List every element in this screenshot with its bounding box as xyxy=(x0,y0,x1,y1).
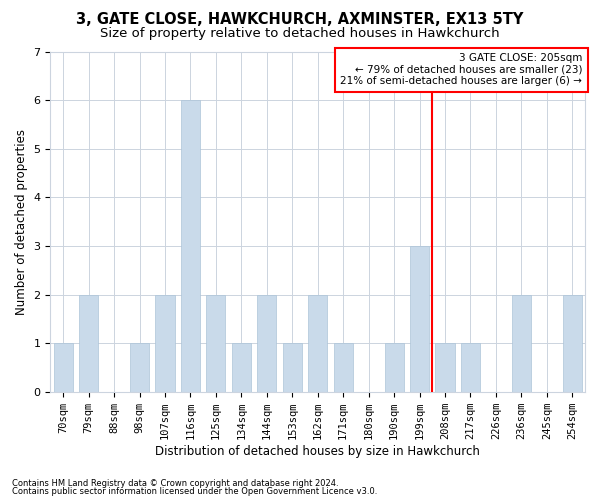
Text: Contains HM Land Registry data © Crown copyright and database right 2024.: Contains HM Land Registry data © Crown c… xyxy=(12,478,338,488)
Text: Contains public sector information licensed under the Open Government Licence v3: Contains public sector information licen… xyxy=(12,487,377,496)
Bar xyxy=(206,294,226,392)
X-axis label: Distribution of detached houses by size in Hawkchurch: Distribution of detached houses by size … xyxy=(155,444,480,458)
Bar xyxy=(334,343,353,392)
Bar xyxy=(308,294,327,392)
Text: Size of property relative to detached houses in Hawkchurch: Size of property relative to detached ho… xyxy=(100,28,500,40)
Bar xyxy=(181,100,200,392)
Bar xyxy=(563,294,582,392)
Bar xyxy=(130,343,149,392)
Bar xyxy=(436,343,455,392)
Bar xyxy=(512,294,531,392)
Text: 3, GATE CLOSE, HAWKCHURCH, AXMINSTER, EX13 5TY: 3, GATE CLOSE, HAWKCHURCH, AXMINSTER, EX… xyxy=(76,12,524,28)
Bar xyxy=(385,343,404,392)
Text: 3 GATE CLOSE: 205sqm
← 79% of detached houses are smaller (23)
21% of semi-detac: 3 GATE CLOSE: 205sqm ← 79% of detached h… xyxy=(340,53,583,86)
Bar xyxy=(79,294,98,392)
Y-axis label: Number of detached properties: Number of detached properties xyxy=(15,128,28,314)
Bar xyxy=(461,343,480,392)
Bar xyxy=(155,294,175,392)
Bar xyxy=(232,343,251,392)
Bar xyxy=(53,343,73,392)
Bar xyxy=(283,343,302,392)
Bar xyxy=(410,246,429,392)
Bar xyxy=(257,294,277,392)
